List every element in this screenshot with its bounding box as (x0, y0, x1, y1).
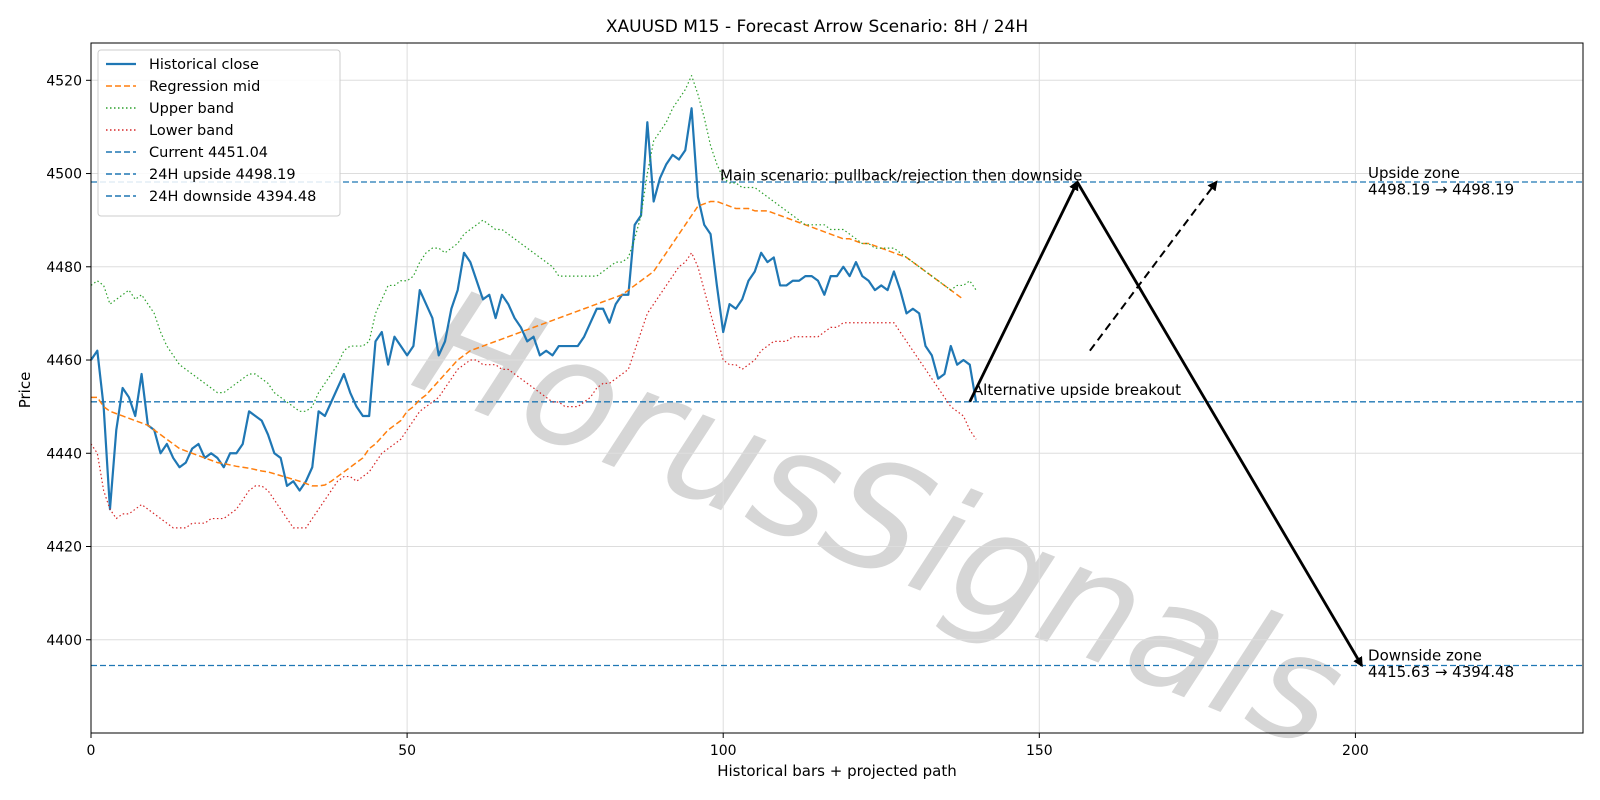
y-tick-label: 4400 (46, 633, 82, 649)
main-downleg-arrow (1076, 181, 1363, 668)
annotation-down-zone-title: Downside zone (1368, 647, 1482, 665)
y-axis-label: Price (16, 372, 34, 409)
legend-entry: Upper band (149, 101, 234, 117)
legend-entry: Historical close (149, 57, 259, 73)
y-tick-label: 4420 (46, 540, 82, 556)
x-tick-label: 0 (87, 743, 96, 759)
plot-area (90, 42, 1584, 734)
y-axis: 4400 4420 4440 4460 4480 4500 4520 (46, 73, 91, 649)
series-lines (90, 75, 978, 529)
regression-mid-line (91, 200, 964, 487)
legend-entry: Current 4451.04 (149, 145, 268, 161)
annotation-down-zone-range: 4415.63 → 4394.48 (1368, 663, 1514, 681)
x-tick-label: 100 (710, 743, 737, 759)
legend-entry: 24H upside 4498.19 (149, 167, 296, 183)
scenario-arrows (968, 180, 1363, 668)
historical-close-line (90, 107, 978, 511)
annotations: Main scenario: pullback/rejection then d… (720, 164, 1514, 681)
watermark: HorusSignals (394, 255, 1366, 783)
y-tick-label: 4520 (46, 73, 82, 89)
legend-box (97, 49, 341, 217)
watermark-text: HorusSignals (394, 255, 1366, 783)
lower-band-line (90, 252, 977, 529)
x-tick-label: 150 (1026, 743, 1053, 759)
alternative-breakout-arrow (1089, 180, 1218, 352)
main-upleg-arrow (968, 180, 1079, 403)
annotation-main: Main scenario: pullback/rejection then d… (720, 167, 1082, 185)
annotation-up-zone-title: Upside zone (1368, 164, 1460, 182)
annotation-up-zone-range: 4498.19 → 4498.19 (1368, 181, 1514, 199)
y-tick-label: 4480 (46, 260, 82, 276)
annotation-alt: Alternative upside breakout (973, 381, 1181, 399)
chart-title: XAUUSD M15 - Forecast Arrow Scenario: 8H… (606, 17, 1028, 37)
x-axis-label: Historical bars + projected path (717, 762, 957, 780)
x-tick-label: 200 (1342, 743, 1369, 759)
legend-entry: 24H downside 4394.48 (149, 189, 316, 205)
x-tick-label: 50 (398, 743, 416, 759)
y-tick-label: 4500 (46, 167, 82, 183)
y-tick-label: 4440 (46, 446, 82, 462)
legend-entry: Regression mid (149, 79, 260, 95)
legend-entry: Lower band (149, 123, 234, 139)
x-axis: 0 50 100 150 200 (87, 733, 1369, 759)
legend: Historical close Regression mid Upper band… (97, 49, 341, 217)
y-tick-label: 4460 (46, 353, 82, 369)
